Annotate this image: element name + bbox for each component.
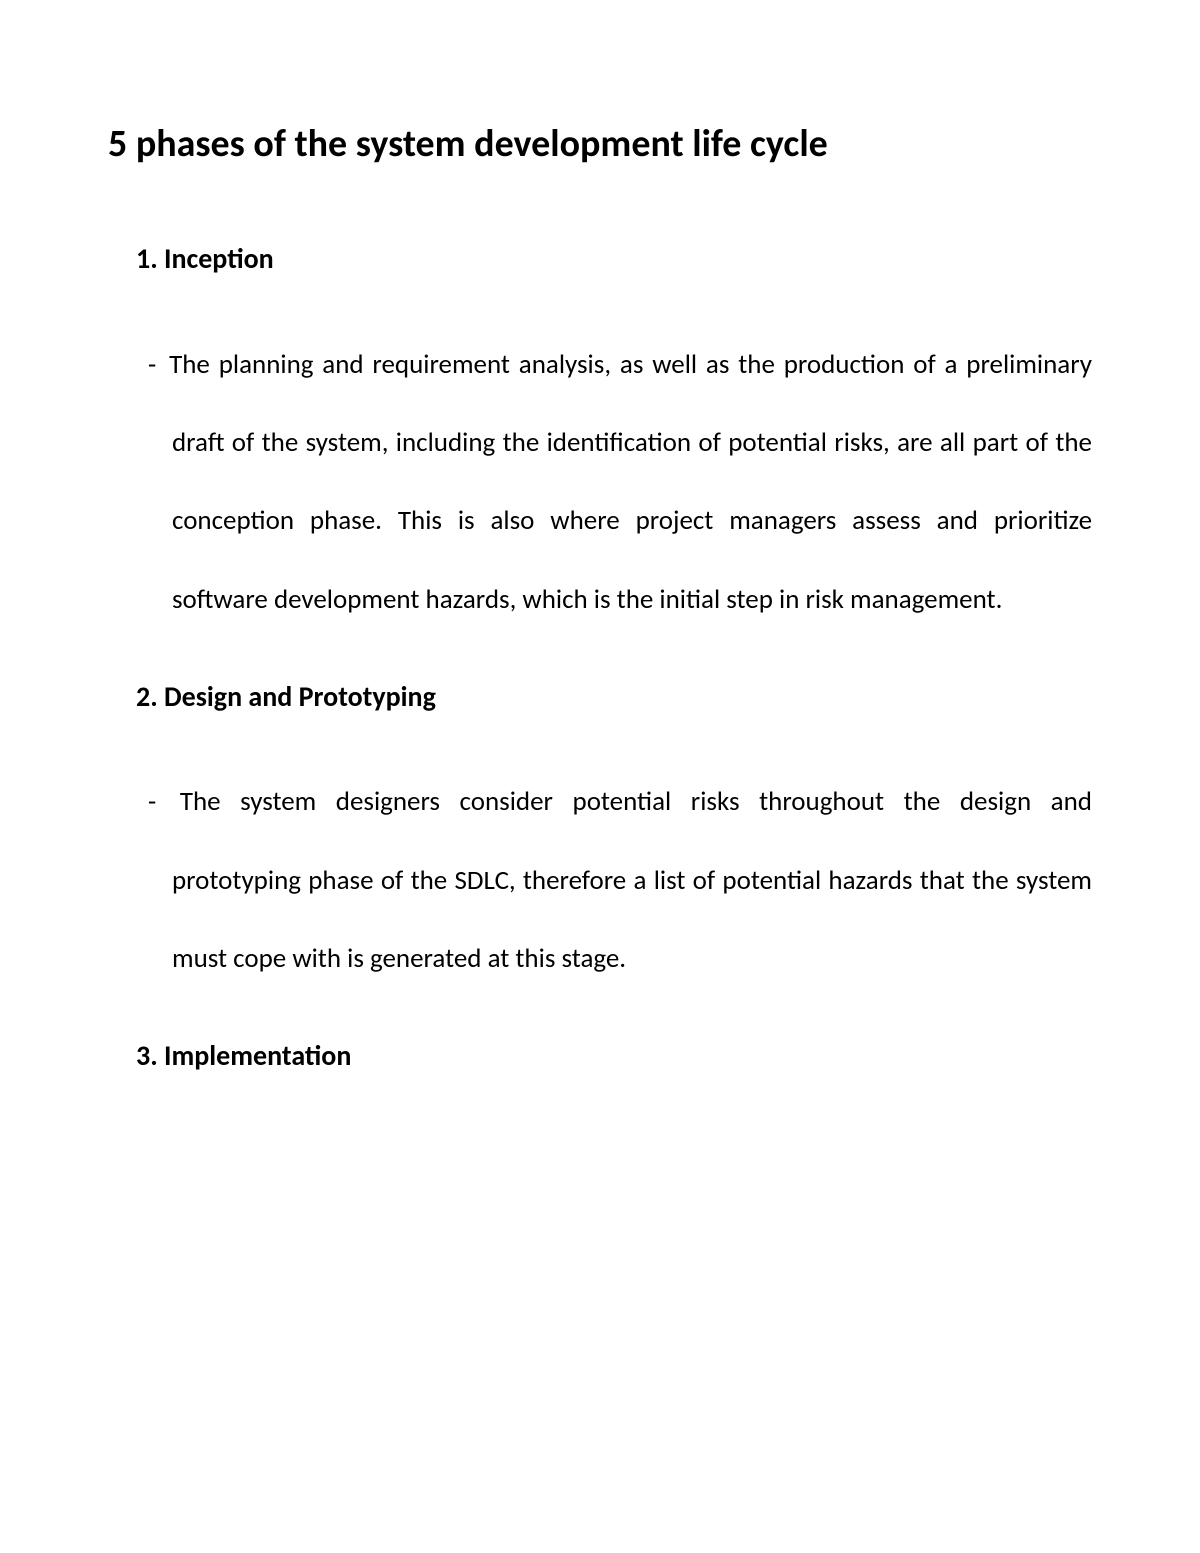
- section-design-prototyping: 2. Design and Prototyping The system des…: [108, 679, 1092, 998]
- section-heading: 1. Inception: [108, 241, 1092, 277]
- section-body: The system designers consider potential …: [108, 763, 1092, 998]
- document-title: 5 phases of the system development life …: [108, 120, 1092, 169]
- section-implementation: 3. Implementation: [108, 1038, 1092, 1074]
- section-heading: 3. Implementation: [108, 1038, 1092, 1074]
- section-heading: 2. Design and Prototyping: [108, 679, 1092, 715]
- section-body: The planning and requirement analysis, a…: [108, 326, 1092, 639]
- document-page: 5 phases of the system development life …: [0, 0, 1200, 1223]
- section-inception: 1. Inception The planning and requiremen…: [108, 241, 1092, 639]
